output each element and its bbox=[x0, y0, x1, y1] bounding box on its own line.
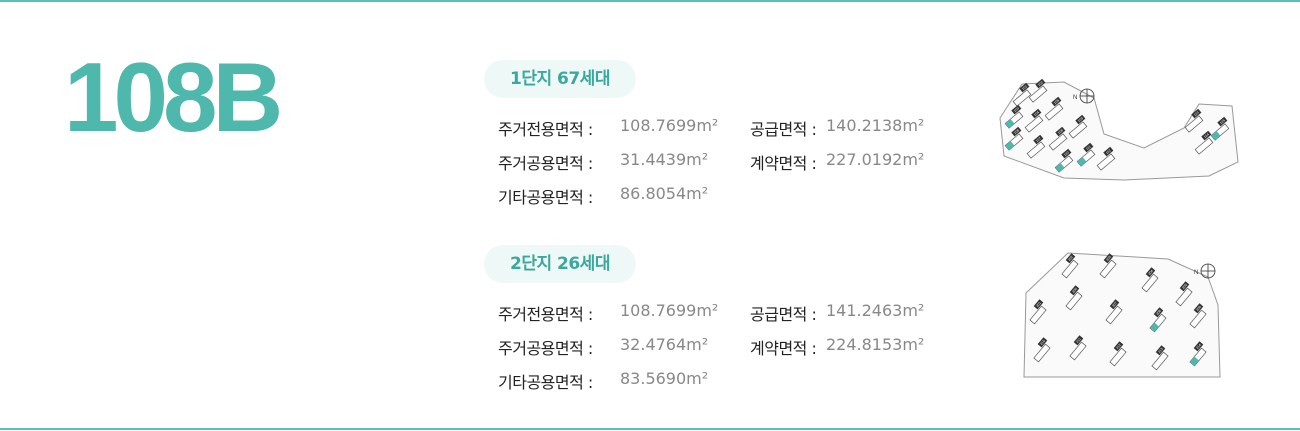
svg-text:109: 109 bbox=[1077, 116, 1084, 123]
svg-text:104: 104 bbox=[1033, 110, 1040, 117]
spec-label: 공급면적 : bbox=[750, 120, 817, 139]
building-208: 208 bbox=[1149, 307, 1167, 333]
spec-label: 주거공용면적 : bbox=[498, 154, 593, 173]
svg-text:210: 210 bbox=[1039, 339, 1046, 346]
svg-text:213: 213 bbox=[1157, 347, 1164, 354]
spec-value: 108.7699m² bbox=[620, 116, 719, 135]
svg-text:211: 211 bbox=[1075, 337, 1082, 344]
building-213: 213 bbox=[1151, 345, 1169, 371]
building-111: 111 bbox=[1076, 142, 1096, 167]
spec-value: 32.4764m² bbox=[620, 335, 709, 354]
svg-text:209: 209 bbox=[1195, 305, 1202, 312]
top-divider bbox=[0, 0, 1300, 2]
building-108: 108 bbox=[1048, 126, 1068, 151]
building-209: 209 bbox=[1189, 303, 1207, 329]
svg-text:201: 201 bbox=[1035, 301, 1042, 308]
spec-value: 83.5690m² bbox=[620, 369, 709, 388]
building-210: 210 bbox=[1033, 337, 1051, 363]
svg-text:107: 107 bbox=[1035, 136, 1042, 143]
complex-1-site-map: 101 102 103 104 105 106 107 108 109 110 111 112 113 1… bbox=[994, 76, 1244, 186]
svg-text:204: 204 bbox=[1147, 269, 1154, 276]
svg-text:207: 207 bbox=[1111, 301, 1118, 308]
building-114: 114 bbox=[1194, 130, 1214, 155]
building-214: 214 bbox=[1189, 341, 1207, 367]
complex-1-badge: 1단지 67세대 bbox=[484, 60, 636, 98]
svg-text:114: 114 bbox=[1203, 132, 1210, 139]
svg-text:113: 113 bbox=[1193, 110, 1200, 117]
building-202: 202 bbox=[1061, 253, 1079, 279]
building-201: 201 bbox=[1029, 299, 1047, 325]
svg-text:101: 101 bbox=[1021, 84, 1028, 91]
spec-label: 기타공용면적 : bbox=[498, 188, 593, 207]
spec-label: 공급면적 : bbox=[750, 305, 817, 324]
svg-text:115: 115 bbox=[1219, 118, 1226, 125]
svg-text:N: N bbox=[1194, 270, 1198, 276]
spec-label: 계약면적 : bbox=[750, 339, 817, 358]
spec-value: 224.8153m² bbox=[826, 335, 925, 354]
svg-text:214: 214 bbox=[1195, 343, 1202, 350]
complex-2-section: 2단지 26세대 주거전용면적 : 108.7699m² 공급면적 : 141.24… bbox=[484, 245, 964, 403]
building-110: 110 bbox=[1054, 148, 1074, 173]
building-107: 107 bbox=[1026, 134, 1046, 159]
svg-text:108: 108 bbox=[1057, 128, 1064, 135]
building-207: 207 bbox=[1105, 299, 1123, 325]
building-101: 101 bbox=[1012, 82, 1032, 107]
building-106: 106 bbox=[1004, 126, 1024, 151]
spec-label: 기타공용면적 : bbox=[498, 373, 593, 392]
svg-text:105: 105 bbox=[1053, 98, 1060, 105]
complex-2-badge: 2단지 26세대 bbox=[484, 245, 636, 283]
spec-label: 주거공용면적 : bbox=[498, 339, 593, 358]
svg-text:202: 202 bbox=[1067, 255, 1074, 262]
building-104: 104 bbox=[1024, 108, 1044, 133]
building-113: 113 bbox=[1184, 108, 1204, 133]
building-212: 212 bbox=[1109, 341, 1127, 367]
spec-value: 31.4439m² bbox=[620, 150, 709, 169]
spec-value: 86.8054m² bbox=[620, 184, 709, 203]
svg-text:106: 106 bbox=[1013, 128, 1020, 135]
svg-text:212: 212 bbox=[1115, 343, 1122, 350]
svg-text:203: 203 bbox=[1105, 255, 1112, 262]
building-109: 109 bbox=[1068, 114, 1088, 139]
building-102: 102 bbox=[1028, 78, 1048, 103]
building-211: 211 bbox=[1069, 335, 1087, 361]
complex-1-section: 1단지 67세대 주거전용면적 : 108.7699m² 공급면적 : 140.21… bbox=[484, 60, 964, 218]
building-115: 115 bbox=[1210, 116, 1230, 141]
svg-text:205: 205 bbox=[1181, 283, 1188, 290]
svg-text:208: 208 bbox=[1155, 309, 1162, 316]
svg-text:102: 102 bbox=[1037, 80, 1044, 87]
complex-1-site-map-svg: 101 102 103 104 105 106 107 108 109 110 111 112 113 1… bbox=[999, 78, 1239, 181]
complex-2-site-map-svg: 201 202 203 204 205 206 207 208 209 210 211 212 213 2… bbox=[1023, 252, 1221, 378]
svg-text:103: 103 bbox=[1013, 106, 1020, 113]
spec-value: 108.7699m² bbox=[620, 301, 719, 320]
spec-value: 140.2138m² bbox=[826, 116, 925, 135]
unit-type-title: 108B bbox=[64, 42, 283, 152]
svg-text:206: 206 bbox=[1071, 287, 1078, 294]
svg-text:110: 110 bbox=[1063, 150, 1070, 157]
bottom-divider bbox=[0, 428, 1300, 430]
svg-text:N: N bbox=[1073, 95, 1077, 101]
building-205: 205 bbox=[1175, 281, 1193, 307]
building-105: 105 bbox=[1044, 96, 1064, 121]
svg-text:112: 112 bbox=[1105, 148, 1112, 155]
complex-2-site-map: 201 202 203 204 205 206 207 208 209 210 211 212 213 2… bbox=[1018, 245, 1228, 385]
building-204: 204 bbox=[1141, 267, 1159, 293]
building-206: 206 bbox=[1065, 285, 1083, 311]
building-103: 103 bbox=[1004, 104, 1024, 129]
spec-label: 주거전용면적 : bbox=[498, 305, 593, 324]
spec-label: 주거전용면적 : bbox=[498, 120, 593, 139]
building-203: 203 bbox=[1099, 253, 1117, 279]
north-compass-icon: N bbox=[1073, 88, 1095, 104]
north-compass-icon: N bbox=[1194, 263, 1216, 279]
spec-value: 227.0192m² bbox=[826, 150, 925, 169]
spec-label: 계약면적 : bbox=[750, 154, 817, 173]
spec-value: 141.2463m² bbox=[826, 301, 925, 320]
svg-text:111: 111 bbox=[1085, 144, 1092, 150]
building-112: 112 bbox=[1096, 146, 1116, 171]
